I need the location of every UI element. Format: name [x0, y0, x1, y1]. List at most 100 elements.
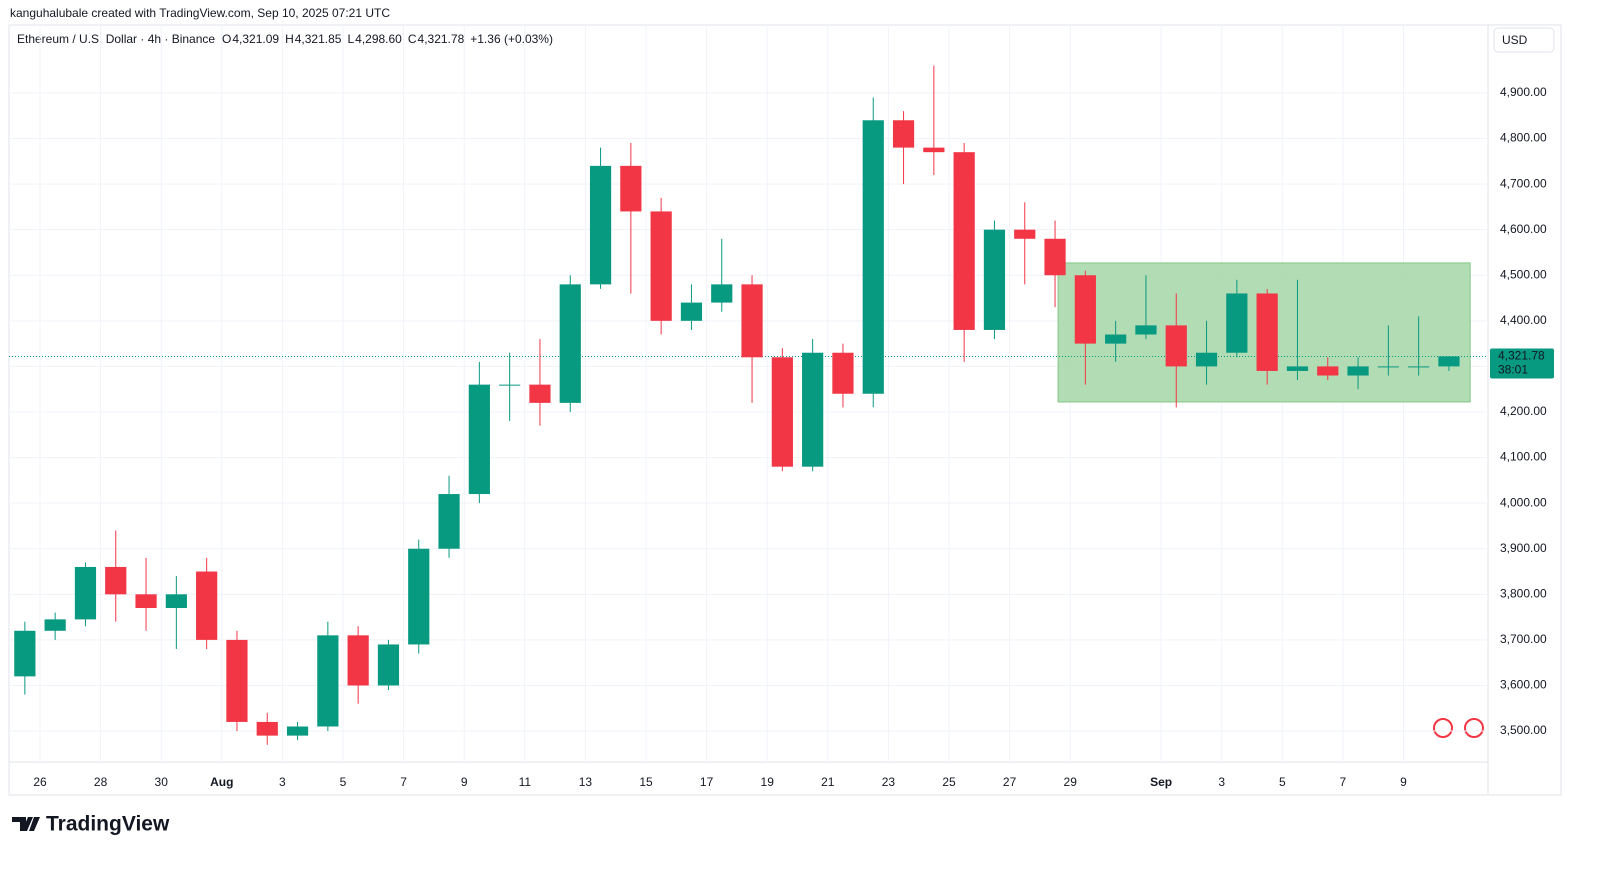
brand: TradingView — [46, 813, 170, 836]
x-tick-label: 23 — [882, 775, 896, 789]
y-tick-label: 4,800.00 — [1500, 131, 1547, 145]
candle-body — [1074, 275, 1096, 344]
x-tick-label: 5 — [340, 775, 347, 789]
candle-body — [650, 211, 672, 321]
y-tick-label: 4,200.00 — [1500, 404, 1547, 418]
candle-body — [74, 566, 97, 620]
candle-body — [862, 120, 884, 394]
candle-body — [589, 165, 612, 285]
candle-body — [771, 357, 793, 467]
x-tick-label: Sep — [1150, 775, 1172, 789]
x-tick-label: 19 — [761, 775, 775, 789]
candle-body — [1317, 366, 1339, 376]
legend-key: C — [408, 32, 417, 46]
x-tick-label: 5 — [1279, 775, 1286, 789]
candle-body — [196, 571, 218, 640]
candle-body — [832, 352, 854, 394]
legend-key: H — [285, 32, 294, 46]
candle-body — [1438, 356, 1460, 367]
x-tick-label: 30 — [155, 775, 169, 789]
y-tick-label: 4,500.00 — [1500, 267, 1547, 281]
candle-body — [1195, 352, 1218, 367]
candle-body — [14, 630, 36, 677]
event-icon[interactable] — [1464, 718, 1484, 738]
x-tick-label: 3 — [279, 775, 286, 789]
x-tick-label: 28 — [94, 775, 108, 789]
candle-body — [377, 644, 400, 686]
x-tick-label: 7 — [1340, 775, 1347, 789]
y-tick-label: 4,000.00 — [1500, 495, 1547, 509]
y-tick-label: 3,800.00 — [1500, 586, 1547, 600]
x-tick-label: 27 — [1003, 775, 1017, 789]
y-tick-label: 4,900.00 — [1500, 85, 1547, 99]
legend-value: 4,321.09 — [232, 32, 279, 46]
logo — [12, 817, 40, 831]
candle-body — [802, 352, 824, 467]
legend-value: 4,321.85 — [295, 32, 342, 46]
x-tick-label: 21 — [821, 775, 835, 789]
x-tick-label: Aug — [210, 775, 233, 789]
candle-body — [286, 726, 309, 736]
y-tick-label: 4,100.00 — [1500, 450, 1547, 464]
candle-body — [408, 548, 430, 645]
candle-body — [499, 384, 521, 386]
candle-body — [1286, 366, 1309, 371]
y-tick-label: 4,400.00 — [1500, 313, 1547, 327]
legend-key: L — [347, 32, 354, 46]
legend-value: +1.36 (+0.03%) — [470, 32, 553, 46]
candle-body — [711, 284, 733, 303]
y-tick-label: 3,900.00 — [1500, 541, 1547, 555]
candle-body — [468, 384, 490, 495]
candle-body — [923, 147, 945, 153]
x-tick-label: 13 — [579, 775, 593, 789]
candle-body — [953, 152, 975, 330]
x-tick-label: 26 — [33, 775, 47, 789]
candle-body — [347, 635, 369, 686]
legend-key: O — [222, 32, 231, 46]
candle-body — [1377, 366, 1399, 368]
candle-body — [317, 635, 339, 727]
candle-body — [1256, 293, 1278, 371]
candle-body — [559, 284, 581, 403]
x-tick-label: 17 — [700, 775, 714, 789]
countdown: 38:01 — [1498, 363, 1528, 377]
y-tick-label: 4,700.00 — [1500, 176, 1547, 190]
candle-body — [438, 494, 460, 549]
event-icon[interactable] — [1433, 718, 1453, 738]
x-tick-label: 7 — [400, 775, 407, 789]
candle-body — [1135, 325, 1157, 335]
x-tick-label: 11 — [519, 775, 532, 789]
candle-body — [741, 284, 763, 358]
candle-body — [529, 384, 551, 403]
logo-mark — [12, 817, 40, 831]
candle-body — [1014, 229, 1036, 239]
candle-body — [1226, 293, 1248, 353]
candle-body — [165, 594, 187, 608]
x-tick-label: 3 — [1218, 775, 1225, 789]
x-tick-label: 29 — [1064, 775, 1078, 789]
candle-body — [256, 721, 278, 736]
currency-button[interactable] — [1493, 27, 1555, 53]
candle-body — [620, 165, 642, 212]
x-tick-label: 9 — [1400, 775, 1407, 789]
credit: kanguhalubale created with TradingView.c… — [10, 6, 390, 20]
last-price-label: 4,321.78 — [1498, 349, 1545, 363]
candle-body — [1165, 325, 1187, 367]
candle-body — [1044, 238, 1066, 276]
x-tick-label: 15 — [639, 775, 653, 789]
x-tick-label: 9 — [461, 775, 468, 789]
chart-title: Ethereum / U.S. Dollar · 4h · Binance — [17, 32, 215, 46]
y-tick-label: 3,700.00 — [1500, 632, 1547, 646]
candle-body — [135, 594, 157, 608]
legend-value: 4,298.60 — [355, 32, 402, 46]
frame — [8, 24, 1562, 796]
y-tick-label: 3,500.00 — [1500, 723, 1547, 737]
y-tick-label: 4,600.00 — [1500, 222, 1547, 236]
candle-body — [1347, 366, 1369, 376]
currency[interactable]: USD — [1502, 33, 1528, 47]
legend-value: 4,321.78 — [418, 32, 465, 46]
candle-body — [44, 619, 66, 631]
candle-body — [1408, 366, 1430, 368]
